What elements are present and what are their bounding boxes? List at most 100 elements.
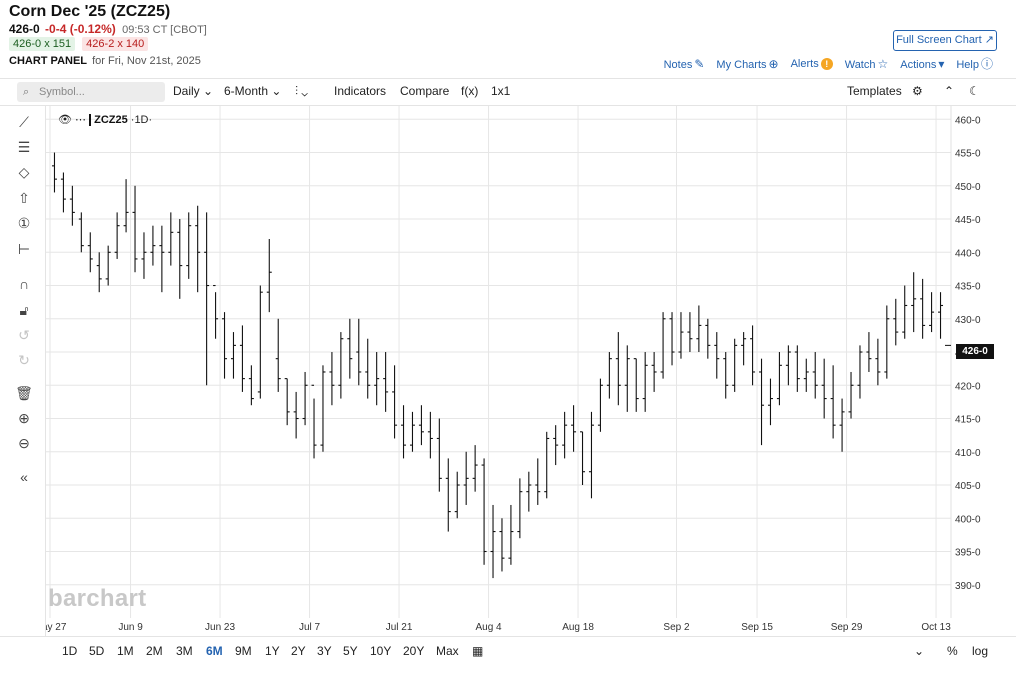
y-tick-label: 400-0 xyxy=(955,514,981,525)
zoom-out-icon[interactable]: ⊖ xyxy=(18,435,30,451)
y-tick-label: 430-0 xyxy=(955,315,981,326)
range-9m[interactable]: 9M xyxy=(235,644,252,658)
redo-icon[interactable]: ↻ xyxy=(18,352,30,368)
ohlc-bar xyxy=(553,425,559,466)
magnet-icon[interactable]: ∩ xyxy=(18,276,30,292)
range-6m[interactable]: 6M xyxy=(206,644,223,658)
symbol-search-input[interactable]: ⌕ Symbol... xyxy=(17,82,165,102)
ohlc-bar xyxy=(741,332,747,366)
ohlc-bar xyxy=(69,185,75,226)
ohlc-bar xyxy=(239,325,245,392)
shape-tool-icon[interactable]: ◇ xyxy=(18,164,30,180)
chevron-down-icon: ⌄ xyxy=(301,84,308,98)
chart-header: Corn Dec '25 (ZCZ25) 426-0 -0-4 (-0.12%)… xyxy=(0,0,1016,78)
range-3y[interactable]: 3Y xyxy=(317,644,332,658)
visibility-eye-icon[interactable]: 👁︎ xyxy=(58,114,72,126)
ohlc-bar xyxy=(78,212,84,253)
range-2y[interactable]: 2Y xyxy=(291,644,306,658)
trash-icon[interactable]: 🗑︎ xyxy=(15,385,33,401)
watch-label: Watch xyxy=(844,58,876,71)
ohlc-bar xyxy=(821,358,827,419)
help-link[interactable]: Help ⓘ xyxy=(956,55,993,72)
double-chevron-down-icon[interactable]: ⌄ xyxy=(914,644,925,658)
watch-link[interactable]: Watch ☆ xyxy=(845,57,889,71)
layout-button[interactable]: 1x1 xyxy=(491,84,511,98)
ohlc-bar xyxy=(365,338,371,399)
undo-icon[interactable]: ↺ xyxy=(18,327,30,343)
settings-gear-icon[interactable]: ⚙ xyxy=(912,84,923,98)
ohlc-bar xyxy=(714,332,720,379)
range-1y[interactable]: 1Y xyxy=(265,644,280,658)
range-5y[interactable]: 5Y xyxy=(343,644,358,658)
ohlc-bar xyxy=(51,152,57,193)
ohlc-bar xyxy=(633,358,639,412)
bar-type-dropdown[interactable]: ⫶ ⌄ xyxy=(295,84,308,99)
zoom-in-icon[interactable]: ⊕ xyxy=(18,410,30,426)
collapse-up-icon[interactable]: ⌃ xyxy=(944,84,955,98)
ohlc-bar xyxy=(230,332,236,379)
compare-button[interactable]: Compare xyxy=(400,84,450,98)
indicators-button[interactable]: Indicators xyxy=(334,84,387,98)
percent-toggle[interactable]: % xyxy=(947,644,958,658)
templates-button[interactable]: Templates xyxy=(847,84,902,98)
range-bar: 1D 5D 1M 2M 3M 6M 9M 1Y 2Y 3Y 5Y 10Y 20Y… xyxy=(0,636,1016,664)
x-tick-label: Aug 18 xyxy=(562,622,594,633)
trend-line-icon[interactable]: ⟋ xyxy=(19,114,29,130)
annotation-icon[interactable]: ① xyxy=(17,215,31,231)
chart-panel-label: CHART PANEL for Fri, Nov 21st, 2025 xyxy=(9,55,201,67)
ohlc-bar xyxy=(499,518,505,572)
my-charts-link[interactable]: My Charts ⊕ xyxy=(716,57,778,71)
ohlc-bar xyxy=(427,411,433,459)
ohlc-bar xyxy=(96,252,102,293)
ohlc-bar xyxy=(204,212,210,386)
alert-icon: ! xyxy=(820,57,833,70)
price-chart[interactable]: 390-0395-0400-0405-0410-0415-0420-0425-0… xyxy=(46,106,997,636)
more-dots-icon[interactable]: ⋯ xyxy=(75,114,87,126)
range-20y[interactable]: 20Y xyxy=(403,644,425,658)
measure-tool-icon[interactable]: ⊢ xyxy=(17,241,31,257)
range-1m[interactable]: 1M xyxy=(117,644,134,658)
ohlc-bar xyxy=(732,338,738,392)
last-price: 426-0 xyxy=(9,22,40,36)
notes-label: Notes xyxy=(663,58,693,71)
fx-button[interactable]: f(x) xyxy=(461,84,479,98)
ohlc-bar xyxy=(723,352,729,399)
ohlc-bar xyxy=(445,458,451,532)
range-3m[interactable]: 3M xyxy=(176,644,193,658)
range-dropdown[interactable]: 6-Month ⌄ xyxy=(224,84,281,98)
interval-dropdown[interactable]: Daily ⌄ xyxy=(173,84,213,98)
ohlc-bar xyxy=(580,431,586,486)
ohlc-bar xyxy=(535,458,541,505)
chevron-down-icon: ⌄ xyxy=(203,84,214,98)
ohlc-bar xyxy=(660,312,666,379)
log-toggle[interactable]: log xyxy=(972,644,989,658)
fib-tool-icon[interactable]: ☰ xyxy=(17,139,31,155)
full-screen-chart-button[interactable]: Full Screen Chart ↗ xyxy=(893,30,997,51)
drawing-toolbar: ⟋ ☰ ◇ ⇧ ① ⊢ ∩ 🔓︎ ↺ ↻ 🗑︎ ⊕ ⊖ « xyxy=(0,106,46,636)
actions-menu[interactable]: Actions ▾ xyxy=(900,57,944,71)
alerts-link[interactable]: Alerts! xyxy=(790,57,833,70)
range-1d[interactable]: 1D xyxy=(62,644,78,658)
ohlc-bar xyxy=(320,365,326,452)
ohlc-bar xyxy=(374,352,380,406)
ohlc-bar xyxy=(911,272,917,333)
x-tick-label: Jun 23 xyxy=(205,622,235,633)
calendar-icon[interactable]: ▦ xyxy=(472,644,484,658)
collapse-left-icon[interactable]: « xyxy=(20,469,28,485)
y-tick-label: 450-0 xyxy=(955,182,981,193)
range-max[interactable]: Max xyxy=(436,644,459,658)
ohlc-bar xyxy=(866,332,872,372)
range-2m[interactable]: 2M xyxy=(146,644,163,658)
notes-link[interactable]: Notes ✎ xyxy=(664,57,705,71)
dark-mode-moon-icon[interactable]: ☾ xyxy=(969,84,980,98)
arrow-up-tool-icon[interactable]: ⇧ xyxy=(18,190,30,206)
symbol-placeholder: Symbol... xyxy=(39,86,85,98)
ohlc-bar xyxy=(705,318,711,359)
range-10y[interactable]: 10Y xyxy=(370,644,392,658)
range-5d[interactable]: 5D xyxy=(89,644,105,658)
y-tick-label: 395-0 xyxy=(955,548,981,559)
ohlc-bar xyxy=(875,338,881,386)
unlock-icon[interactable]: 🔓︎ xyxy=(19,302,29,318)
y-tick-label: 410-0 xyxy=(955,448,981,459)
alerts-label: Alerts xyxy=(790,57,819,70)
